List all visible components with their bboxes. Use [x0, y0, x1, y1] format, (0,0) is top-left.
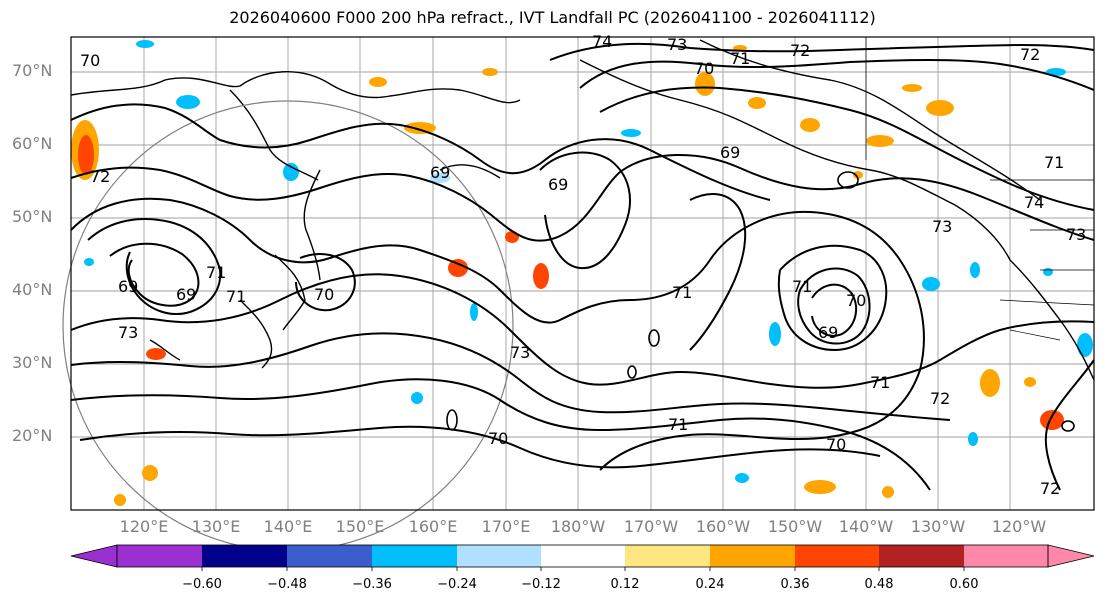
contour-label: 69	[548, 175, 568, 194]
colorbar-bin	[287, 545, 372, 567]
colorbar-bin	[879, 545, 964, 567]
contour-label: 72	[790, 41, 810, 60]
colorbar-tick-label: −0.48	[267, 577, 307, 592]
contour-label: 72	[1020, 45, 1040, 64]
colorbar-bin	[964, 545, 1048, 567]
contour-label: 74	[1024, 193, 1044, 212]
colorbar-bin	[795, 545, 879, 567]
contour-label: 71	[672, 283, 692, 302]
contour-label: 71	[1044, 153, 1064, 172]
map-title: 2026040600 F000 200 hPa refract., IVT La…	[229, 8, 876, 27]
colorbar-tick-label: −0.24	[437, 577, 477, 592]
lon-label: 120°E	[119, 517, 169, 536]
coastlines	[70, 39, 1095, 381]
contour-label: 72	[1040, 479, 1060, 498]
lat-label: 30°N	[12, 353, 53, 372]
refractivity-contours	[70, 42, 1095, 491]
small-closed-contours	[446, 171, 1075, 432]
contour-label: 71	[668, 415, 688, 434]
contour-label: 70	[80, 51, 100, 70]
contour-label: 73	[510, 343, 530, 362]
shading-negative	[84, 40, 1093, 483]
contour-label: 73	[118, 323, 138, 342]
lat-label: 60°N	[12, 134, 53, 153]
lon-label: 160°E	[408, 517, 458, 536]
contour-label: 71	[226, 287, 246, 306]
contour-label: 73	[1066, 225, 1086, 244]
colorbar-tick-label: −0.60	[182, 577, 222, 592]
lon-label: 130°W	[910, 517, 966, 536]
lon-label: 170°W	[623, 517, 679, 536]
colorbar-tick-label: −0.12	[521, 577, 561, 592]
contour-label: 72	[930, 389, 950, 408]
lat-label: 70°N	[12, 61, 53, 80]
borders	[865, 37, 1095, 341]
colorbar-bin	[457, 545, 541, 567]
contour-label: 71	[730, 49, 750, 68]
colorbar-tick-label: −0.36	[352, 577, 392, 592]
lon-label: 170°E	[481, 517, 531, 536]
contour-label: 72	[90, 167, 110, 186]
contour-label: 70	[826, 435, 846, 454]
contour-label: 71	[792, 277, 812, 296]
colorbar	[70, 544, 1095, 571]
lon-label: 130°E	[191, 517, 241, 536]
contour-label: 69	[430, 163, 450, 182]
contour-label: 69	[720, 143, 740, 162]
lon-label: 140°W	[838, 517, 894, 536]
colorbar-tick-label: 0.12	[610, 577, 640, 592]
lat-label: 40°N	[12, 280, 53, 299]
lon-label: 150°W	[767, 517, 823, 536]
colorbar-tick-label: 0.60	[949, 577, 979, 592]
colorbar-bin	[202, 545, 287, 567]
contour-label: 71	[206, 263, 226, 282]
colorbar-extend-min	[70, 544, 118, 568]
contour-label: 69	[818, 323, 838, 342]
map-frame	[70, 36, 1095, 511]
colorbar-tick-label: 0.36	[780, 577, 810, 592]
contour-label: 70	[846, 291, 866, 310]
colorbar-outline	[116, 544, 1049, 568]
contour-label: 73	[667, 35, 687, 54]
colorbar-bin	[541, 545, 625, 567]
lon-label: 160°W	[695, 517, 751, 536]
contour-label: 73	[932, 217, 952, 236]
contour-label: 70	[694, 59, 714, 78]
map-frame-background	[71, 37, 1094, 510]
colorbar-bin	[625, 545, 710, 567]
contour-labels: 74 73 72 72 70 71 70 72 69 69 69 74 73 7…	[80, 32, 1086, 498]
contour-label: 71	[870, 373, 890, 392]
colorbar-extend-max	[1047, 544, 1095, 568]
contour-label: 74	[592, 32, 612, 51]
lon-label: 120°W	[991, 517, 1047, 536]
lon-label: 180°W	[550, 517, 606, 536]
lat-label: 20°N	[12, 426, 53, 445]
colorbar-bin	[117, 545, 202, 567]
colorbar-tick-label: 0.48	[864, 577, 894, 592]
colorbar-tick-label: 0.24	[695, 577, 725, 592]
colorbar-bin	[372, 545, 457, 567]
lat-label: 50°N	[12, 207, 53, 226]
lon-label: 150°E	[335, 517, 385, 536]
lon-label: 140°E	[263, 517, 313, 536]
contour-label: 70	[314, 285, 334, 304]
contour-label: 70	[488, 429, 508, 448]
colorbar-bin	[710, 545, 795, 567]
contour-label: 69	[176, 285, 196, 304]
contour-label: 69	[118, 277, 138, 296]
shading-positive	[71, 45, 1064, 506]
